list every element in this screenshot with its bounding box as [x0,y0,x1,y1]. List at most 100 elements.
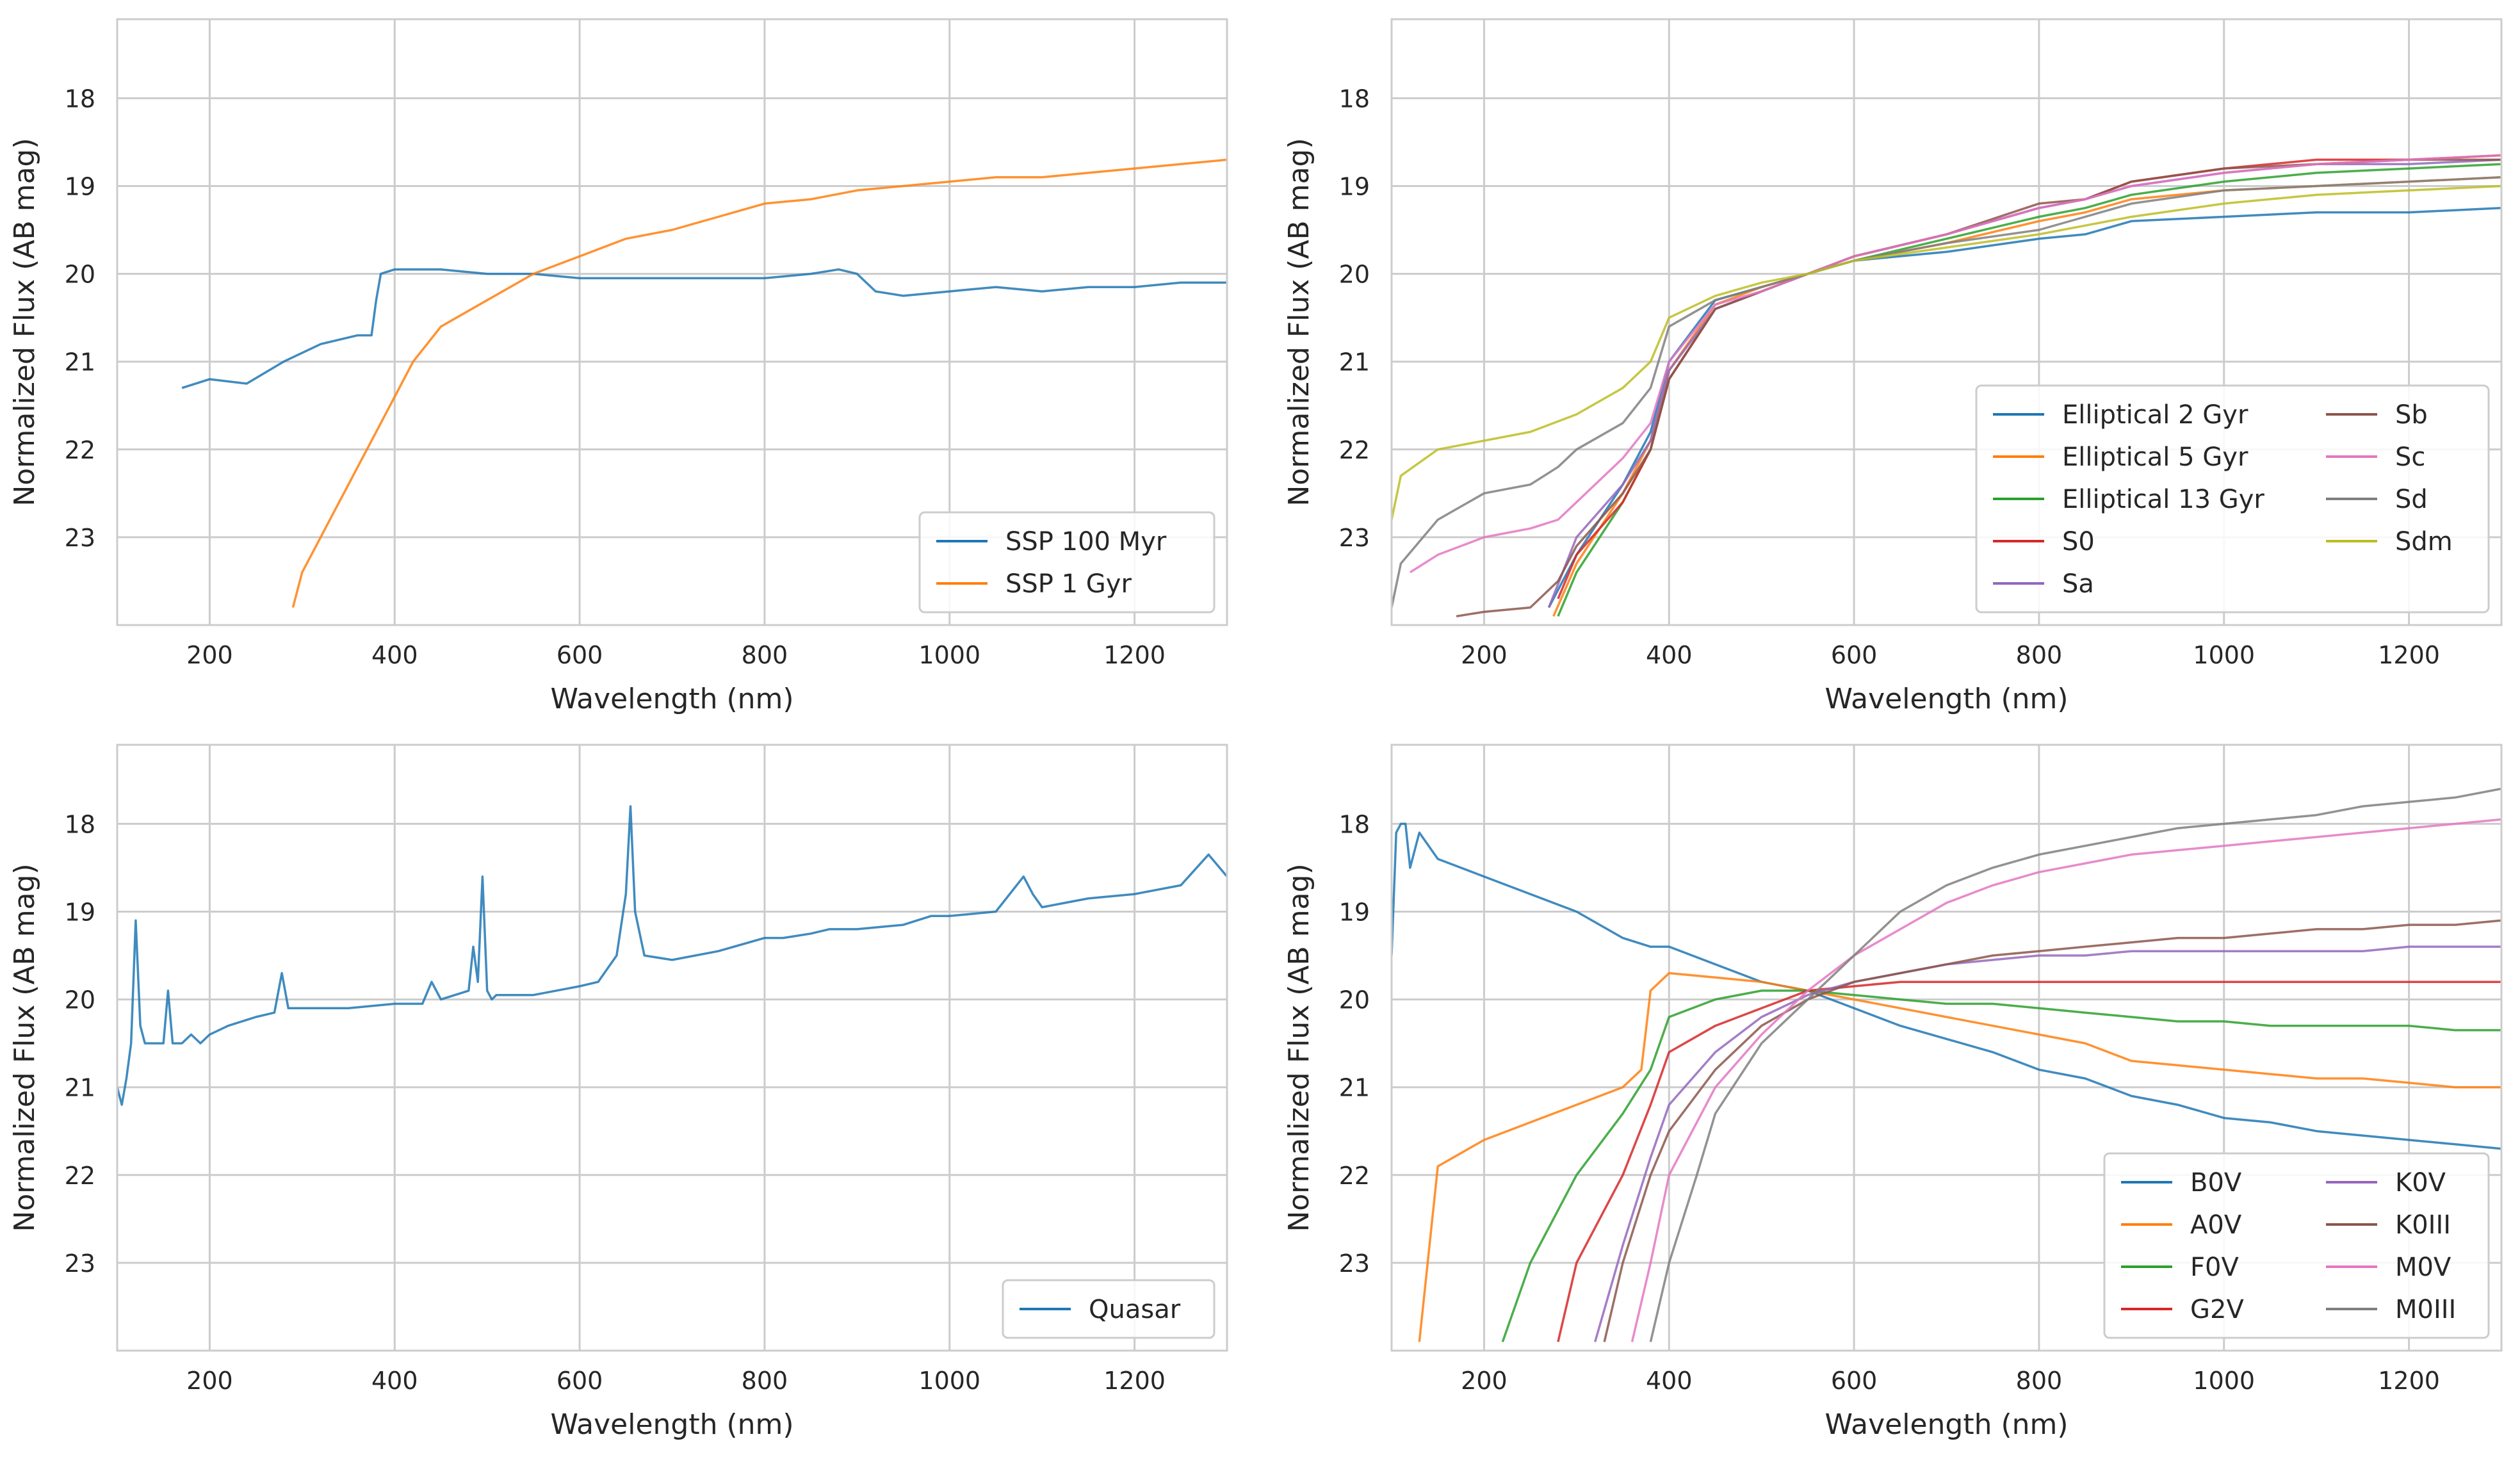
y-tick-label: 19 [65,172,95,200]
y-tick-label: 22 [65,436,95,464]
x-tick-label: 400 [1646,1367,1693,1395]
y-tick-label: 18 [1339,85,1370,113]
panel-ssp: 200 400 600 800 1000 1200 18 19 20 21 22 23 Waveleng… [8,18,1228,715]
legend-box [918,511,1215,614]
series-line-1 [1418,972,2501,1342]
y-tick-label: 19 [1339,172,1370,200]
legend-label: Sc [2395,443,2425,472]
x-axis-label: Wavelength (nm) [550,683,793,715]
x-tick-label: 200 [186,641,233,669]
x-tick-label: 200 [1461,641,1508,669]
x-tick-label: 800 [742,1367,788,1395]
y-tick-label: 18 [65,85,95,113]
legend: SSP 100 Myr SSP 1 Gyr [918,511,1215,614]
x-tick-label: 1200 [1103,1367,1166,1395]
y-tick-label: 23 [1339,524,1370,552]
series-line-7 [1392,176,2501,608]
series-line-7 [1649,787,2501,1342]
x-tick-label: 1000 [918,1367,980,1395]
legend-label: SSP 100 Myr [1005,527,1167,557]
legend-label: G2V [2190,1295,2244,1324]
y-tick-label: 20 [1339,261,1370,289]
legend-label: M0III [2395,1295,2456,1324]
legend-label: Sdm [2395,527,2453,557]
y-tick-label: 22 [65,1162,95,1190]
legend-label: Sb [2395,400,2428,430]
legend-box [1975,384,2490,614]
y-tick-label: 19 [1339,898,1370,926]
series-line-6 [1630,818,2501,1342]
series-line-0 [117,805,1227,1106]
y-tick-label: 21 [1339,348,1370,377]
panel-stars: 200 400 600 800 1000 1200 18 19 20 21 22 23 Waveleng… [1283,744,2503,1441]
series-line-1 [291,158,1227,608]
axes-frame [1390,744,2503,1352]
legend-label: Elliptical 2 Gyr [2062,400,2248,430]
y-axis-label: Normalized Flux (AB mag) [1283,863,1315,1232]
series-line-0 [181,268,1227,389]
x-tick-label: 800 [2016,1367,2063,1395]
x-tick-label: 1200 [2378,1367,2440,1395]
x-axis-label: Wavelength (nm) [550,1408,793,1441]
x-tick-label: 600 [557,641,603,669]
y-tick-label: 20 [65,986,95,1014]
x-tick-label: 600 [1831,641,1878,669]
x-tick-label: 600 [1831,1367,1878,1395]
y-tick-label: 21 [1339,1074,1370,1102]
panel-quasar: 200 400 600 800 1000 1200 18 19 20 21 22 23 Waveleng… [8,744,1228,1441]
legend-label: K0III [2395,1210,2451,1240]
x-tick-label: 1000 [2193,641,2255,669]
series-group [181,158,1227,608]
legend-label: Elliptical 13 Gyr [2062,485,2264,514]
x-axis-label: Wavelength (nm) [1825,1408,2068,1441]
legend-box [2103,1152,2490,1339]
legend-box [1002,1279,1215,1339]
x-tick-label: 400 [371,1367,418,1395]
panel-galaxies: 200 400 600 800 1000 1200 18 19 20 21 22 23 Waveleng… [1283,18,2503,715]
legend: Elliptical 2 Gyr Elliptical 5 Gyr Elliptic… [1975,384,2490,614]
y-axis-label: Normalized Flux (AB mag) [8,863,41,1232]
x-tick-label: 800 [742,641,788,669]
x-tick-label: 200 [1461,1367,1508,1395]
legend-label: Elliptical 5 Gyr [2062,443,2248,472]
legend-label: M0V [2395,1253,2451,1282]
x-tick-label: 1200 [2378,641,2440,669]
y-axis-label: Normalized Flux (AB mag) [1283,138,1315,506]
x-tick-label: 600 [557,1367,603,1395]
legend-label: B0V [2190,1168,2242,1198]
series-group [1392,154,2501,618]
legend-label: Sd [2395,485,2428,514]
legend-label: A0V [2190,1210,2242,1240]
x-tick-label: 800 [2016,641,2063,669]
y-tick-label: 23 [65,524,95,552]
y-tick-label: 22 [1339,1162,1370,1190]
x-tick-label: 400 [1646,641,1693,669]
legend: Quasar [1002,1279,1215,1339]
series-group [117,805,1227,1106]
axes-frame [116,18,1228,626]
legend-label: Sa [2062,569,2094,599]
legend-label: S0 [2062,527,2095,557]
x-tick-label: 400 [371,641,418,669]
y-tick-label: 18 [1339,810,1370,838]
legend-label: SSP 1 Gyr [1005,569,1132,599]
y-tick-label: 22 [1339,436,1370,464]
series-line-3 [1557,980,2501,1342]
y-tick-label: 18 [65,810,95,838]
y-axis-label: Normalized Flux (AB mag) [8,138,41,506]
y-tick-label: 23 [65,1249,95,1278]
y-tick-label: 21 [65,1074,95,1102]
x-tick-label: 200 [186,1367,233,1395]
series-line-6 [1409,154,2501,574]
y-tick-label: 20 [1339,986,1370,1014]
grid [117,745,1227,1351]
legend-label: F0V [2190,1253,2239,1282]
y-tick-label: 23 [1339,1249,1370,1278]
y-tick-label: 19 [65,898,95,926]
legend: B0V A0V F0V G2V K0V K0III M0V M0III [2103,1152,2490,1339]
y-tick-label: 20 [65,261,95,289]
series-line-2 [1501,989,2501,1342]
series-group [1392,787,2501,1342]
y-tick-label: 21 [65,348,95,377]
